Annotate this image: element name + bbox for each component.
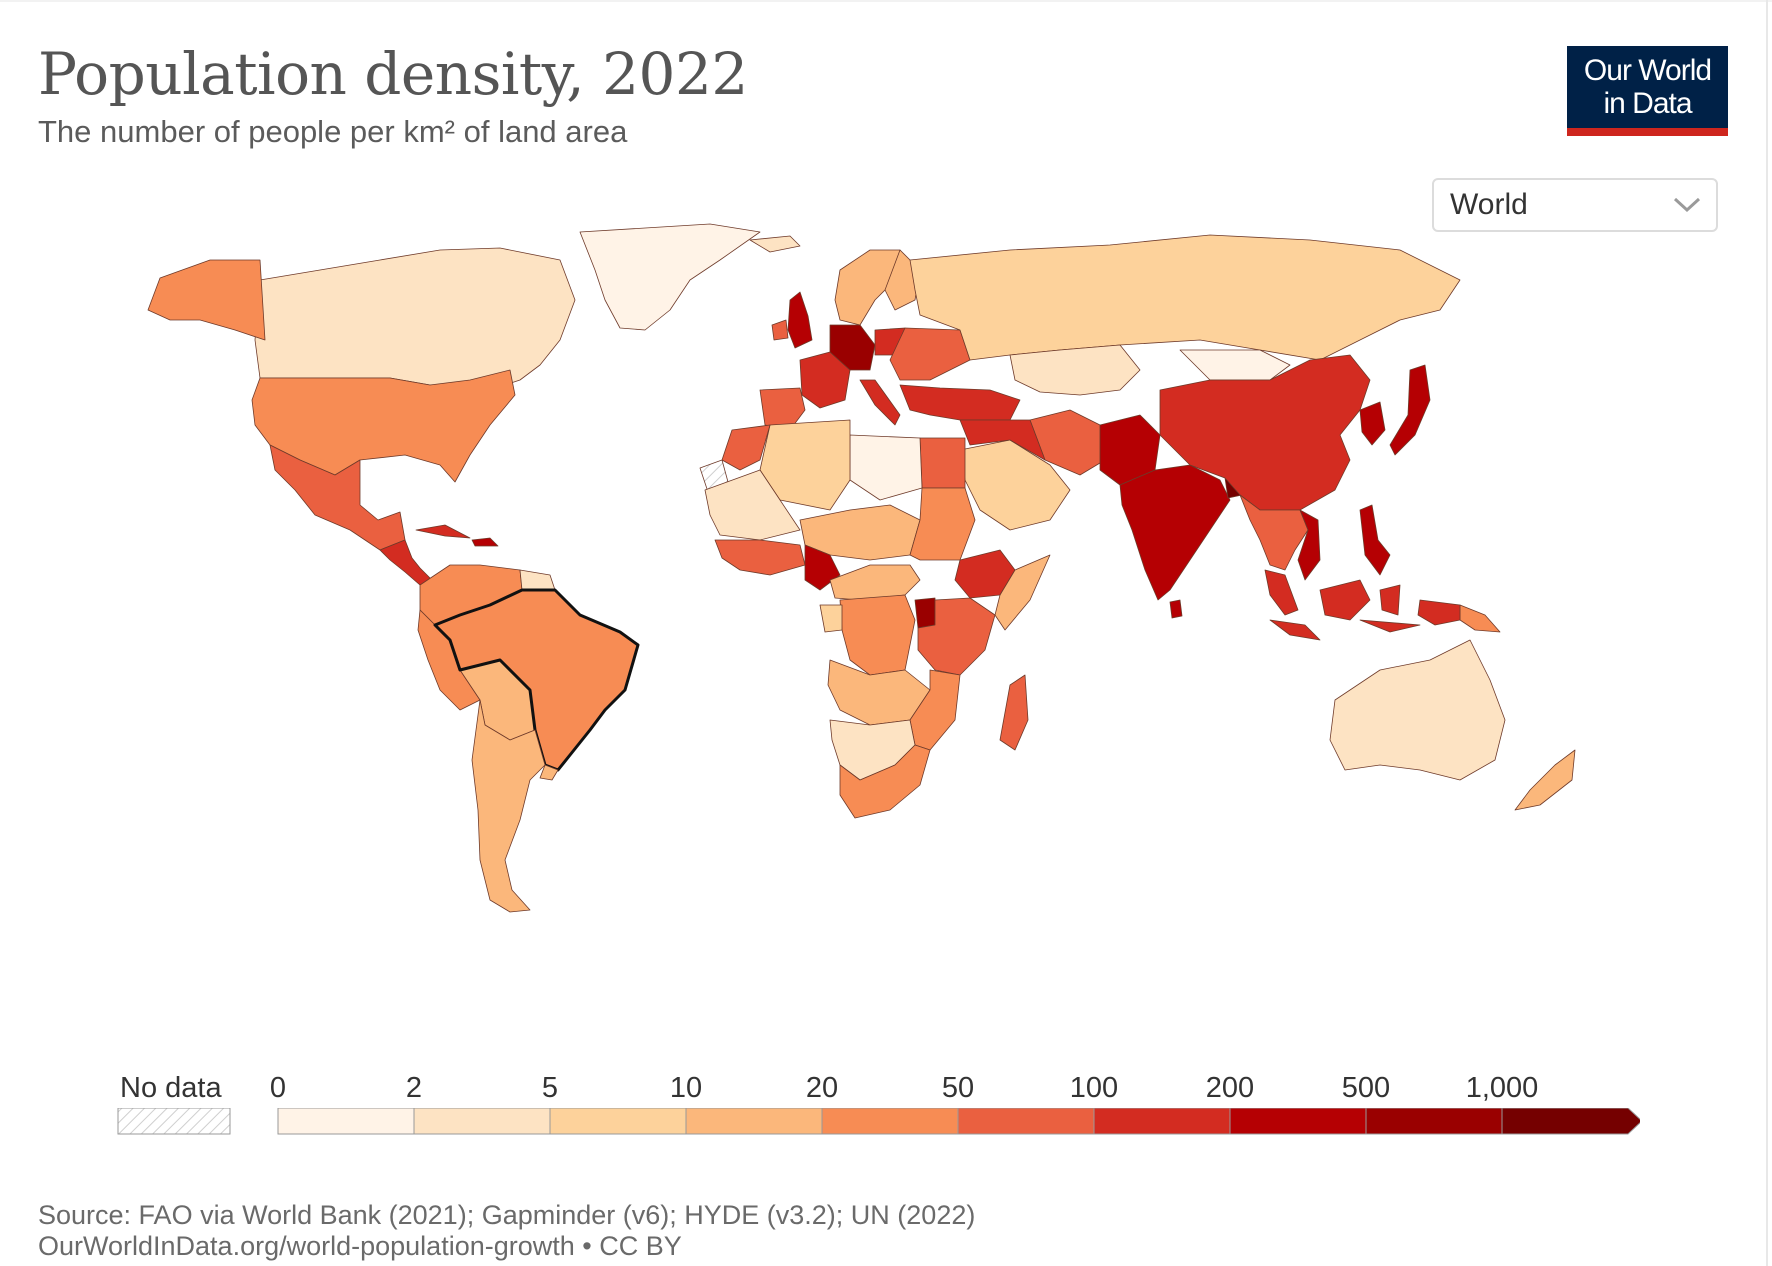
legend-tick-label: 20: [805, 1072, 839, 1104]
japan[interactable]: [1389, 364, 1431, 456]
chart-title: Population density, 2022: [38, 40, 748, 108]
chevron-down-icon: [1673, 197, 1701, 213]
alaska[interactable]: [147, 259, 266, 341]
canada[interactable]: [254, 247, 576, 396]
sudan[interactable]: [909, 487, 976, 561]
guianas[interactable]: [519, 569, 556, 591]
malaysia[interactable]: [1264, 569, 1299, 616]
legend-no-data-swatch: [117, 1108, 231, 1135]
drc[interactable]: [839, 594, 916, 676]
eastern-europe[interactable]: [889, 327, 971, 381]
iberia[interactable]: [759, 387, 806, 431]
argentina-chile[interactable]: [471, 699, 546, 913]
world-map: [147, 223, 1576, 913]
mexico[interactable]: [269, 444, 406, 551]
libya[interactable]: [849, 434, 923, 501]
uganda-rwanda[interactable]: [914, 597, 936, 629]
legend-bin: [685, 1108, 823, 1135]
brazil[interactable]: [433, 588, 640, 772]
mainland-southeast-asia[interactable]: [1239, 494, 1309, 571]
new-zealand[interactable]: [1514, 749, 1576, 811]
madagascar[interactable]: [999, 674, 1029, 751]
central-america[interactable]: [379, 539, 433, 586]
new-guinea-west[interactable]: [1417, 599, 1461, 626]
legend-tick-label: 50: [941, 1072, 975, 1104]
india[interactable]: [1119, 464, 1231, 601]
chart-subtitle: The number of people per km² of land are…: [38, 114, 628, 149]
indonesia[interactable]: [1269, 579, 1421, 641]
cuba[interactable]: [415, 524, 471, 539]
legend-tick-label: 2: [405, 1072, 423, 1104]
mauritania-mali[interactable]: [704, 469, 801, 541]
papua-new-guinea[interactable]: [1459, 604, 1501, 633]
kazakhstan[interactable]: [1009, 344, 1141, 396]
legend-tick-label: 1,000: [1465, 1072, 1539, 1104]
legend-tick-label: 100: [1069, 1072, 1119, 1104]
united-kingdom[interactable]: [787, 291, 813, 349]
greenland[interactable]: [579, 223, 761, 331]
kenya-tanzania[interactable]: [917, 597, 996, 676]
legend-tick-label: 0: [269, 1072, 287, 1104]
uruguay[interactable]: [539, 764, 559, 781]
vietnam[interactable]: [1297, 509, 1321, 581]
legend-tick-label: 200: [1205, 1072, 1255, 1104]
west-africa-coast[interactable]: [714, 539, 806, 576]
morocco[interactable]: [721, 424, 771, 471]
legend-bin: [277, 1108, 415, 1135]
arabia[interactable]: [959, 439, 1071, 531]
legend-bin: [413, 1108, 551, 1135]
russia[interactable]: [909, 234, 1461, 361]
legend-bin: [1229, 1108, 1367, 1135]
south-africa[interactable]: [839, 744, 931, 819]
legend-bin: [1501, 1108, 1640, 1135]
region-selector[interactable]: World: [1432, 178, 1718, 232]
norway-sweden[interactable]: [834, 249, 901, 326]
source-url[interactable]: OurWorldInData.org/world-population-grow…: [38, 1231, 682, 1261]
legend-tick-label: 500: [1341, 1072, 1391, 1104]
legend-bin: [1093, 1108, 1231, 1135]
legend-bin: [957, 1108, 1095, 1135]
egypt[interactable]: [919, 437, 966, 489]
logo-line-2: in Data: [1603, 87, 1692, 120]
balkans-turkey[interactable]: [899, 384, 1021, 421]
owid-logo[interactable]: Our World in Data: [1567, 46, 1728, 136]
australia[interactable]: [1329, 639, 1506, 781]
china[interactable]: [1159, 354, 1371, 511]
legend-bins: [277, 1108, 1640, 1135]
legend-bin: [1365, 1108, 1503, 1135]
ireland[interactable]: [771, 319, 789, 341]
source-text: Source: FAO via World Bank (2021); Gapmi…: [38, 1200, 976, 1230]
hispaniola[interactable]: [471, 537, 499, 547]
germany-benelux[interactable]: [829, 324, 876, 371]
italy[interactable]: [859, 379, 901, 426]
sri-lanka[interactable]: [1169, 599, 1183, 619]
levant-iraq[interactable]: [959, 419, 1046, 461]
legend-bin: [549, 1108, 687, 1135]
nigeria[interactable]: [804, 544, 841, 591]
legend-no-data-label: No data: [120, 1072, 222, 1104]
korea[interactable]: [1359, 401, 1386, 446]
color-legend: [117, 1108, 1640, 1135]
iceland[interactable]: [749, 235, 801, 253]
gabon-congo[interactable]: [819, 604, 843, 633]
footer: Source: FAO via World Bank (2021); Gapmi…: [38, 1200, 975, 1262]
philippines[interactable]: [1359, 504, 1391, 576]
legend-tick-label: 10: [669, 1072, 703, 1104]
legend-bin: [821, 1108, 959, 1135]
somalia[interactable]: [994, 554, 1051, 631]
region-selector-value: World: [1450, 188, 1528, 221]
logo-line-1: Our World: [1583, 54, 1712, 87]
central-africa[interactable]: [829, 564, 921, 601]
mongolia[interactable]: [1179, 349, 1291, 381]
legend-tick-label: 5: [541, 1072, 559, 1104]
